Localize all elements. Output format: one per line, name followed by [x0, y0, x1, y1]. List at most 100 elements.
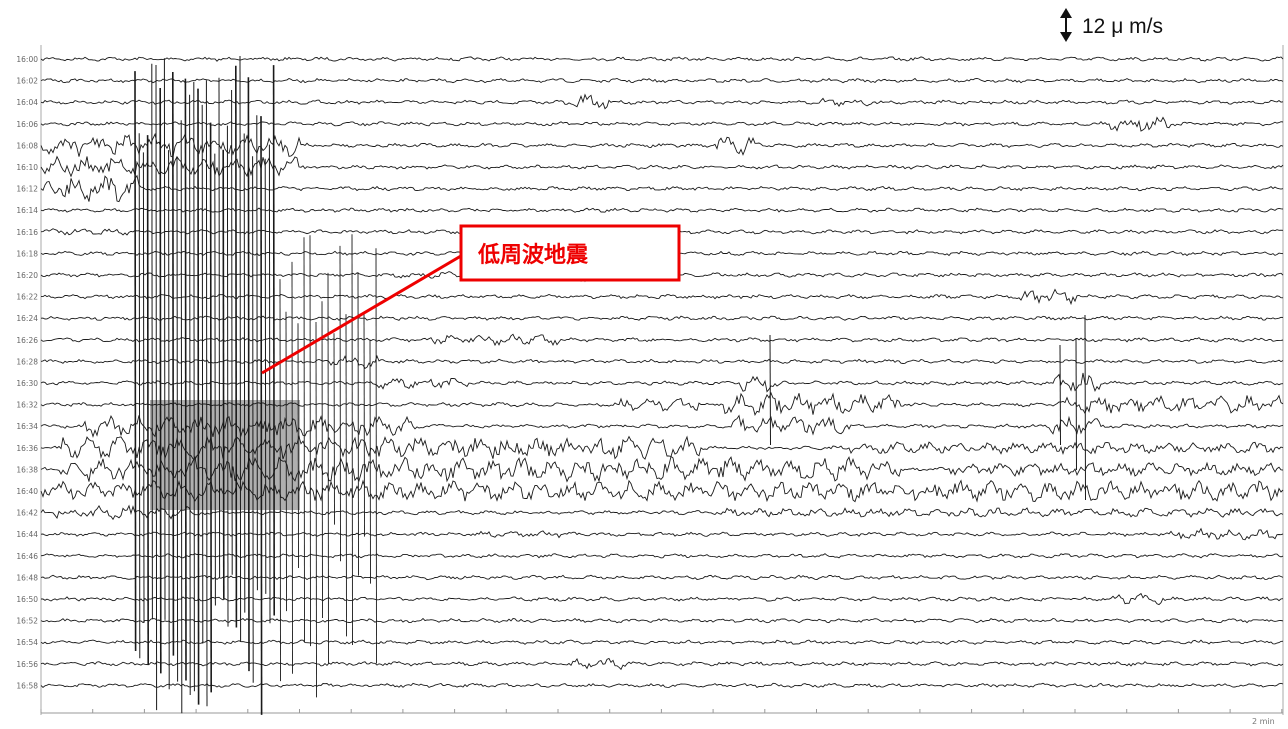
trace-row [40, 682, 1284, 689]
spike-line [1075, 337, 1077, 471]
scale-indicator: 12 μ m/s [1060, 8, 1163, 42]
annotation-pointer-line [261, 251, 467, 375]
spike-line [327, 272, 329, 664]
time-labels: 16:00 16:02 16:04 16:06 16:08 16:10 16:12 16:14… [16, 55, 38, 690]
x-axis-ticks [40, 709, 1283, 713]
spike-line [222, 149, 225, 599]
spike-line [769, 334, 771, 446]
time-label: 16:22 [16, 293, 38, 302]
spike-line [297, 323, 299, 569]
spike-line [134, 71, 137, 652]
spike-line [189, 94, 191, 696]
spike-line [363, 311, 365, 537]
spike-line [201, 104, 204, 644]
spike-line [243, 133, 246, 613]
annotation-box [459, 224, 681, 282]
time-label: 16:56 [16, 660, 38, 669]
annotation: 低周波地震 [261, 224, 681, 375]
spike-line [351, 234, 353, 646]
spike-line [291, 261, 293, 674]
time-label: 16:14 [16, 206, 38, 215]
scale-arrow-up-icon [1060, 8, 1072, 18]
trace-row [40, 574, 1284, 581]
spike-line [375, 248, 377, 664]
trace-row [40, 77, 1284, 84]
trace-row [41, 592, 1284, 606]
spike-line [176, 157, 179, 682]
time-label: 16:34 [16, 422, 38, 431]
spike-line [146, 135, 149, 666]
time-label: 16:02 [16, 77, 38, 86]
time-label: 16:40 [16, 487, 38, 496]
spike-line [260, 116, 263, 715]
spike-line [168, 150, 170, 690]
trace-row [40, 617, 1284, 624]
time-label: 16:46 [16, 552, 38, 561]
spike-line [315, 321, 317, 698]
time-label: 16:44 [16, 530, 38, 539]
spike-line [333, 333, 335, 525]
spike-line [235, 65, 238, 628]
spike-line [193, 81, 195, 692]
spike-line [279, 279, 281, 682]
trace-row [40, 527, 1284, 541]
trace-row [40, 657, 1284, 671]
spike-line [209, 122, 212, 693]
spike-line [197, 88, 200, 705]
time-label: 16:54 [16, 638, 38, 647]
spike-line [239, 55, 242, 642]
spike-line [155, 64, 158, 711]
annotation-label: 低周波地震 [477, 243, 589, 268]
trace-row [40, 479, 1284, 503]
spike-line [163, 58, 166, 620]
time-label: 16:18 [16, 249, 38, 258]
spike-line [205, 80, 208, 707]
spike-line [321, 301, 323, 619]
time-label: 16:50 [16, 595, 38, 604]
time-label: 16:30 [16, 379, 38, 388]
time-label: 16:06 [16, 120, 38, 129]
spike-line [184, 78, 187, 681]
time-label: 16:10 [16, 163, 38, 172]
spike-line [142, 152, 145, 623]
spike-line [218, 77, 221, 578]
time-label: 16:38 [16, 465, 38, 474]
spike-line [247, 77, 250, 672]
time-label: 16:42 [16, 509, 38, 518]
time-label: 16:32 [16, 401, 38, 410]
spike-line [172, 71, 175, 656]
spike-line [303, 237, 305, 643]
spike-line [180, 120, 183, 714]
spike-line [159, 87, 162, 674]
time-label: 16:00 [16, 55, 38, 64]
spike-line [268, 144, 271, 624]
spike-line [339, 245, 341, 562]
trace-row [40, 93, 1284, 110]
earthquake-bursts [134, 55, 1086, 715]
time-label: 16:28 [16, 357, 38, 366]
time-label: 16:36 [16, 444, 38, 453]
spike-line [1084, 314, 1086, 501]
spike-line [369, 339, 371, 584]
trace-row [40, 553, 1284, 559]
trace-row [40, 56, 1284, 62]
spike-line [252, 156, 254, 683]
spike-line [226, 125, 229, 627]
time-label: 16:52 [16, 617, 38, 626]
time-label: 16:08 [16, 141, 38, 150]
spike-line [264, 158, 267, 594]
x-axis-label: 2 min [1252, 717, 1275, 726]
spike-line [1059, 344, 1061, 446]
time-label: 16:24 [16, 314, 38, 323]
spike-line [151, 63, 153, 620]
spike-line [138, 133, 141, 659]
spike-line [231, 89, 233, 575]
spike-line [256, 115, 258, 591]
time-label: 16:26 [16, 336, 38, 345]
time-label: 16:12 [16, 185, 38, 194]
scale-arrow-down-icon [1060, 32, 1072, 42]
spike-line [285, 311, 287, 612]
spike-line [309, 235, 311, 647]
spike-line [357, 272, 359, 576]
